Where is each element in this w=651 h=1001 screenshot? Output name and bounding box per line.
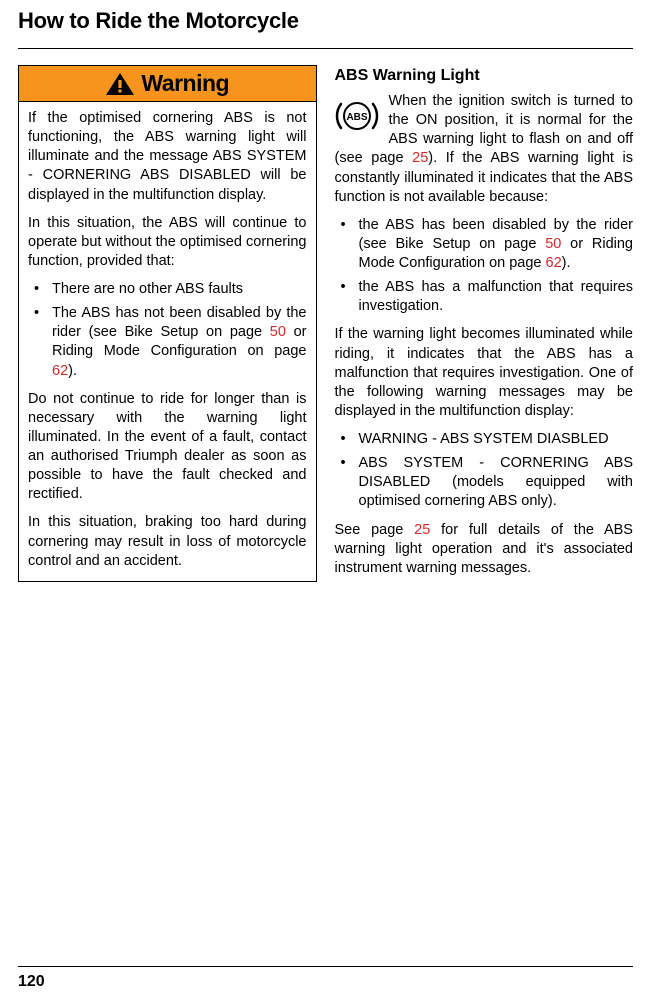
page-ref-50-b: 50 [545, 236, 561, 252]
abs-bullets-1: the ABS has been disabled by the rider (… [335, 216, 634, 317]
page-ref-62: 62 [52, 363, 68, 379]
abs-p3: See page 25 for full details of the ABS … [335, 521, 634, 578]
page-ref-25-b: 25 [414, 522, 430, 538]
warning-p4: In this situation, braking too hard duri… [28, 513, 307, 570]
page-ref-62-b: 62 [546, 255, 562, 271]
warning-p3: Do not continue to ride for longer than … [28, 390, 307, 505]
abs-bullets-2: WARNING - ABS SYSTEM DIASBLED ABS SYSTEM… [335, 430, 634, 512]
page-footer: 120 [18, 966, 633, 991]
page-number: 120 [18, 973, 45, 990]
warning-header: Warning [19, 66, 316, 102]
abs-b2-2: ABS SYSTEM - CORNERING ABS DISABLED (mod… [335, 454, 634, 511]
warning-b2-text-c: ). [68, 363, 77, 379]
abs-b1-text-c: ). [562, 255, 571, 271]
page-ref-50: 50 [270, 324, 286, 340]
page-ref-25: 25 [412, 150, 428, 166]
abs-b1-2: the ABS has a malfunction that requires … [335, 278, 634, 316]
warning-p1: If the optimised cornering ABS is not fu… [28, 109, 307, 205]
abs-icon: ABS [335, 94, 379, 138]
abs-p1: ABS When the ignition switch is turned t… [335, 92, 634, 207]
page-title: How to Ride the Motorcycle [18, 0, 633, 49]
warning-body: If the optimised cornering ABS is not fu… [19, 102, 316, 581]
abs-b2-1: WARNING - ABS SYSTEM DIASBLED [335, 430, 634, 449]
abs-heading: ABS Warning Light [335, 65, 634, 86]
warning-bullet-1: There are no other ABS faults [28, 280, 307, 299]
abs-b1-1: the ABS has been disabled by the rider (… [335, 216, 634, 273]
abs-p3-text-a: See page [335, 522, 415, 538]
two-column-layout: Warning If the optimised cornering ABS i… [18, 65, 633, 592]
right-column: ABS Warning Light ABS When the ignition … [335, 65, 634, 592]
warning-p2: In this situation, the ABS will continue… [28, 214, 307, 271]
svg-text:ABS: ABS [346, 112, 367, 123]
warning-label: Warning [141, 70, 229, 97]
warning-triangle-icon [105, 72, 135, 96]
abs-p2: If the warning light becomes illuminated… [335, 325, 634, 421]
warning-bullet-2: The ABS has not been disabled by the rid… [28, 304, 307, 381]
warning-bullets: There are no other ABS faults The ABS ha… [28, 280, 307, 381]
left-column: Warning If the optimised cornering ABS i… [18, 65, 317, 592]
warning-b2-text-a: The ABS has not been disabled by the rid… [52, 305, 307, 340]
warning-box: Warning If the optimised cornering ABS i… [18, 65, 317, 582]
